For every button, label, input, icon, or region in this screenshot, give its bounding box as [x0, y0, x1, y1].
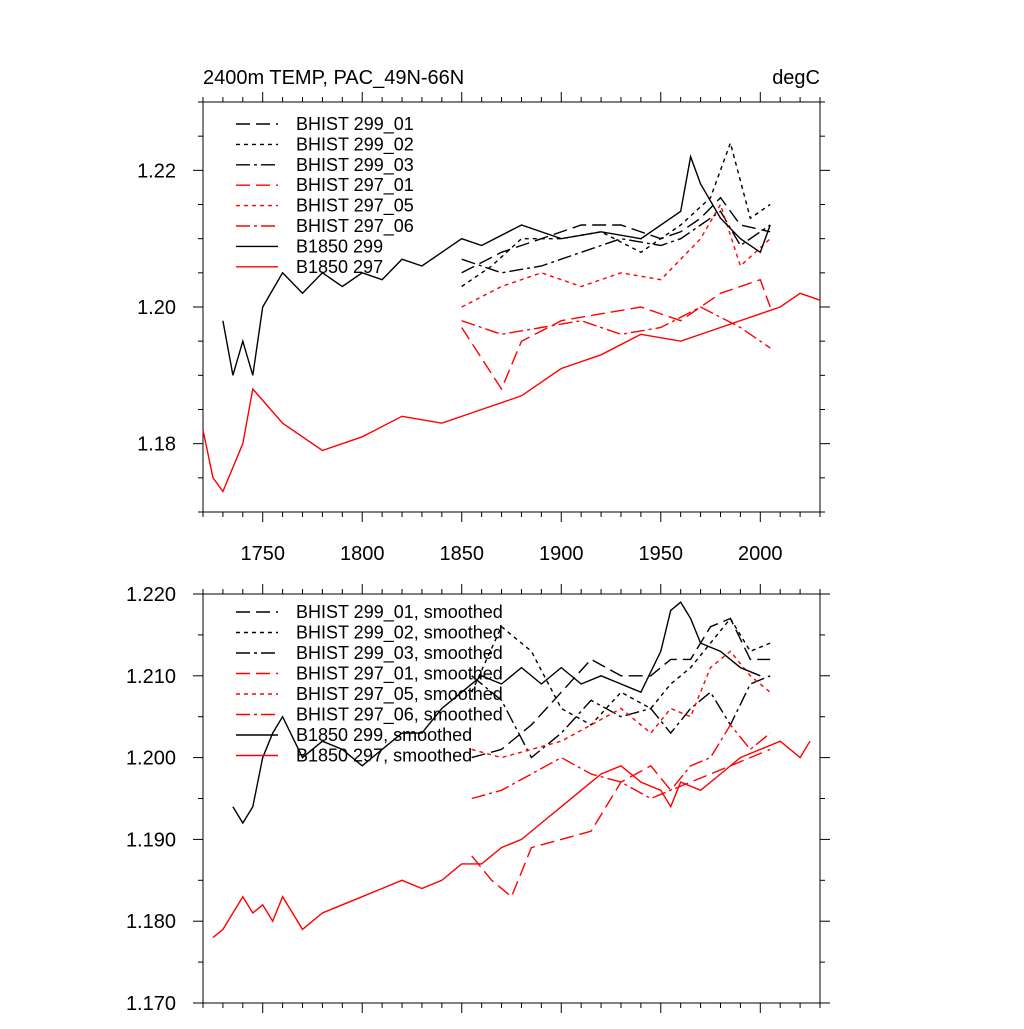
legend-label: B1850 299, smoothed	[296, 725, 472, 745]
x-tick-label: 1750	[240, 543, 285, 565]
x-tick-label: 1850	[439, 543, 484, 565]
legend-label: BHIST 299_01, smoothed	[296, 602, 503, 623]
x-tick-label: 1900	[539, 543, 584, 565]
legend-label: BHIST 299_03, smoothed	[296, 643, 503, 664]
top-chart-unit-label: degC	[772, 67, 820, 89]
series-line-4	[461, 202, 771, 308]
series-line-4	[471, 650, 771, 759]
legend-label: BHIST 297_01, smoothed	[296, 664, 503, 685]
y-tick-label: 1.180	[126, 911, 176, 933]
legend-label: BHIST 299_02, smoothed	[296, 623, 503, 644]
series-line-5	[471, 723, 771, 800]
series-line-3	[461, 278, 771, 391]
y-tick-label: 1.210	[126, 666, 176, 688]
series-line-1	[461, 140, 771, 288]
x-tick-label: 1800	[340, 543, 385, 565]
series-line-5	[461, 306, 771, 349]
x-tick-label: 1950	[639, 543, 684, 565]
legend-label: B1850 297	[296, 257, 383, 277]
legend-label: BHIST 297_06	[296, 216, 414, 237]
x-tick-label: 2000	[738, 543, 783, 565]
series-line-6	[222, 154, 771, 376]
legend-label: BHIST 297_01	[296, 175, 414, 196]
legend-label: BHIST 297_06, smoothed	[296, 705, 503, 726]
series-line-0	[461, 196, 771, 274]
series-line-7	[202, 292, 821, 493]
series-line-7	[212, 740, 811, 939]
legend-label: BHIST 299_02	[296, 134, 414, 155]
legend-label: B1850 297, smoothed	[296, 746, 472, 766]
y-tick-label: 1.200	[126, 748, 176, 770]
panel-top: 1750 1800 1850 1900 1950 2000 1.18 1.20 1.22 BHIS…	[137, 92, 830, 565]
top-chart-title: 2400m TEMP, PAC_49N-66N	[203, 67, 464, 89]
legend-label: BHIST 299_01	[296, 114, 414, 135]
legend-label: BHIST 297_05, smoothed	[296, 684, 503, 705]
legend-label: B1850 299	[296, 236, 383, 256]
legend-label: BHIST 299_03	[296, 155, 414, 176]
series-line-2	[461, 210, 771, 274]
legend-label: BHIST 297_05	[296, 196, 414, 217]
y-tick-label: 1.18	[137, 434, 176, 456]
series-line-6	[232, 601, 761, 825]
y-tick-label: 1.22	[137, 160, 176, 182]
panel-bottom: 1.170 1.180 1.190 1.200 1.210 1.220 BHIST 299_…	[126, 584, 830, 1015]
y-tick-label: 1.190	[126, 829, 176, 851]
y-tick-label: 1.20	[137, 297, 176, 319]
y-tick-label: 1.220	[126, 584, 176, 606]
series-line-1	[471, 617, 771, 726]
series-line-2	[471, 675, 771, 759]
series-line-3	[471, 748, 771, 898]
y-tick-label: 1.170	[126, 993, 176, 1015]
